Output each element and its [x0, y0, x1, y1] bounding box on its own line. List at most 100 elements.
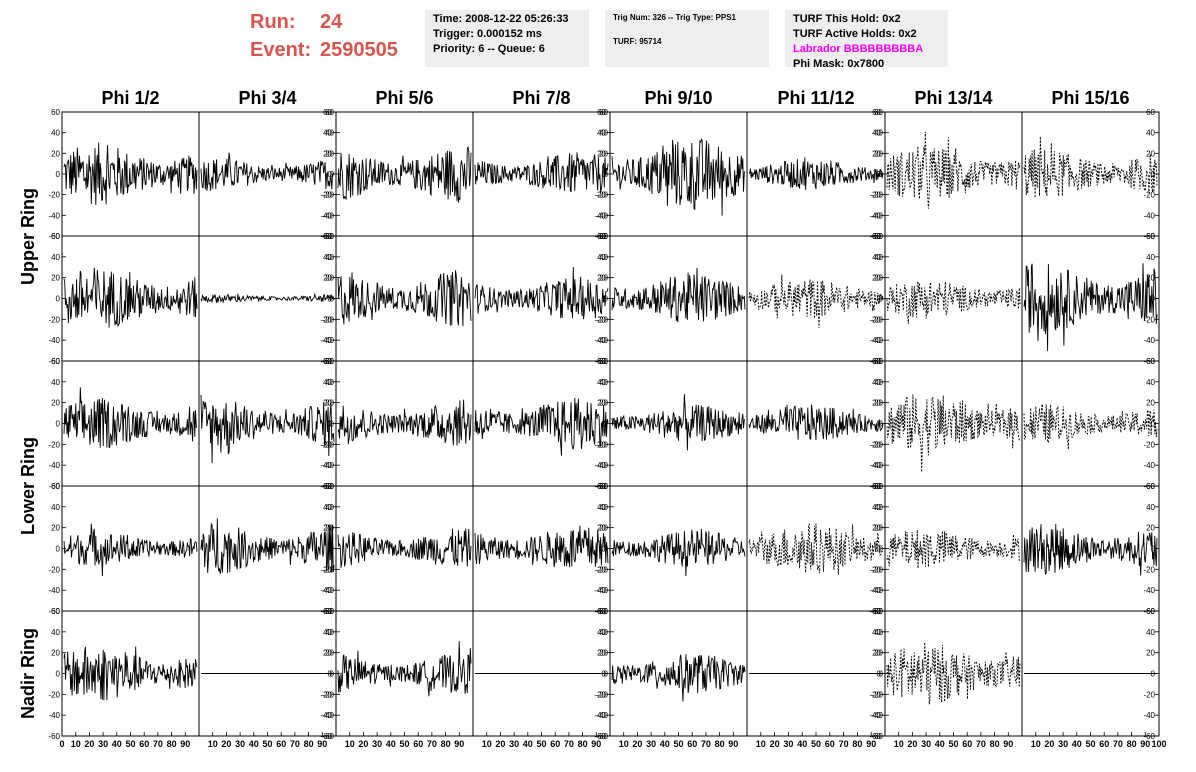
y-tick-label: 0 — [330, 295, 335, 304]
y-tick-label: -20 — [322, 191, 334, 200]
y-tick-label: 60 — [51, 607, 60, 616]
waveform-trace — [474, 266, 609, 320]
x-tick-label: 10 — [71, 739, 81, 749]
y-tick-label: -40 — [596, 711, 608, 720]
run-line: Run: 24 — [250, 8, 420, 36]
y-tick-label: 20 — [872, 274, 881, 283]
panel-frame — [198, 235, 337, 362]
waveform-trace — [337, 641, 472, 697]
x-tick-label: 0 — [59, 739, 64, 749]
x-tick-label: 60 — [413, 739, 423, 749]
y-tick-label: -40 — [594, 336, 606, 345]
y-tick-label: -40 — [871, 711, 883, 720]
x-tick-label: 70 — [427, 739, 437, 749]
y-tick-label: -40 — [320, 461, 332, 470]
y-tick-label: 60 — [323, 607, 332, 616]
y-tick-label: 60 — [325, 357, 334, 366]
y-tick-label: -20 — [48, 315, 60, 324]
y-tick-label: -40 — [320, 336, 332, 345]
waveform-trace — [337, 145, 472, 203]
y-tick-label: 60 — [1146, 357, 1155, 366]
waveform-trace — [611, 394, 746, 451]
x-tick-label: 50 — [399, 739, 409, 749]
y-tick-label: 60 — [325, 232, 334, 241]
waveform-trace — [886, 642, 1021, 705]
x-tick-label: 60 — [139, 739, 149, 749]
x-tick-label: 50 — [125, 739, 135, 749]
y-tick-label: 20 — [597, 649, 606, 658]
column-header: Phi 5/6 — [375, 88, 433, 108]
y-tick-label: 60 — [599, 232, 608, 241]
y-tick-label: 20 — [325, 149, 334, 158]
y-tick-label: -60 — [1143, 732, 1155, 741]
x-tick-label: 90 — [591, 739, 601, 749]
y-tick-label: 40 — [1146, 378, 1155, 387]
y-tick-label: -40 — [596, 211, 608, 220]
column-header: Phi 13/14 — [914, 88, 992, 108]
y-tick-label: -60 — [596, 732, 608, 741]
waveform-trace — [474, 152, 609, 193]
trig-num-text: Trig Num: 326 -- Trig Type: PPS1 — [613, 13, 736, 22]
y-tick-label: 0 — [330, 170, 335, 179]
y-tick-label: -40 — [320, 711, 332, 720]
x-tick-label: 30 — [783, 739, 793, 749]
y-tick-label: -40 — [1143, 336, 1155, 345]
waveform-trace — [886, 394, 1021, 473]
y-tick-label: 60 — [325, 108, 334, 117]
event-label: Event: — [250, 39, 312, 61]
event-line: Event: 2590505 — [250, 36, 420, 64]
y-tick-label: 0 — [330, 545, 335, 554]
y-tick-label: 0 — [604, 545, 609, 554]
y-tick-label: 40 — [51, 129, 60, 138]
y-tick-label: 20 — [1146, 399, 1155, 408]
y-tick-label: -20 — [871, 315, 883, 324]
x-tick-label: 40 — [523, 739, 533, 749]
y-tick-label: 40 — [874, 378, 883, 387]
x-tick-label: 100 — [1151, 739, 1166, 749]
x-tick-label: 60 — [825, 739, 835, 749]
waveform-trace — [200, 518, 335, 574]
waveform-trace — [63, 523, 198, 577]
y-tick-label: -40 — [871, 586, 883, 595]
y-tick-label: 40 — [51, 253, 60, 262]
y-tick-label: -20 — [48, 440, 60, 449]
y-tick-label: -40 — [322, 461, 334, 470]
y-tick-label: -40 — [1143, 211, 1155, 220]
y-tick-label: 20 — [872, 149, 881, 158]
y-tick-label: 20 — [1146, 524, 1155, 533]
waveform-trace — [200, 152, 335, 191]
y-tick-label: -20 — [596, 690, 608, 699]
y-tick-label: 60 — [325, 482, 334, 491]
y-tick-label: -20 — [871, 440, 883, 449]
x-tick-label: 30 — [98, 739, 108, 749]
y-tick-label: 40 — [874, 253, 883, 262]
y-tick-label: -60 — [48, 607, 60, 616]
x-tick-label: 30 — [646, 739, 656, 749]
y-tick-label: -40 — [596, 586, 608, 595]
y-tick-label: 0 — [602, 545, 607, 554]
y-tick-label: 20 — [325, 524, 334, 533]
x-tick-label: 30 — [372, 739, 382, 749]
y-tick-label: 60 — [874, 108, 883, 117]
x-tick-label: 80 — [167, 739, 177, 749]
y-tick-label: 20 — [874, 524, 883, 533]
x-tick-label: 10 — [208, 739, 218, 749]
x-tick-label: 20 — [770, 739, 780, 749]
x-tick-label: 40 — [1072, 739, 1082, 749]
y-tick-label: 40 — [323, 503, 332, 512]
y-tick-label: 0 — [330, 670, 335, 679]
y-tick-label: 40 — [597, 503, 606, 512]
event-value: 2590505 — [320, 39, 398, 61]
y-tick-label: -20 — [322, 315, 334, 324]
y-tick-label: -20 — [320, 690, 332, 699]
y-tick-label: 20 — [597, 524, 606, 533]
y-tick-label: -20 — [871, 690, 883, 699]
y-tick-label: -40 — [322, 336, 334, 345]
